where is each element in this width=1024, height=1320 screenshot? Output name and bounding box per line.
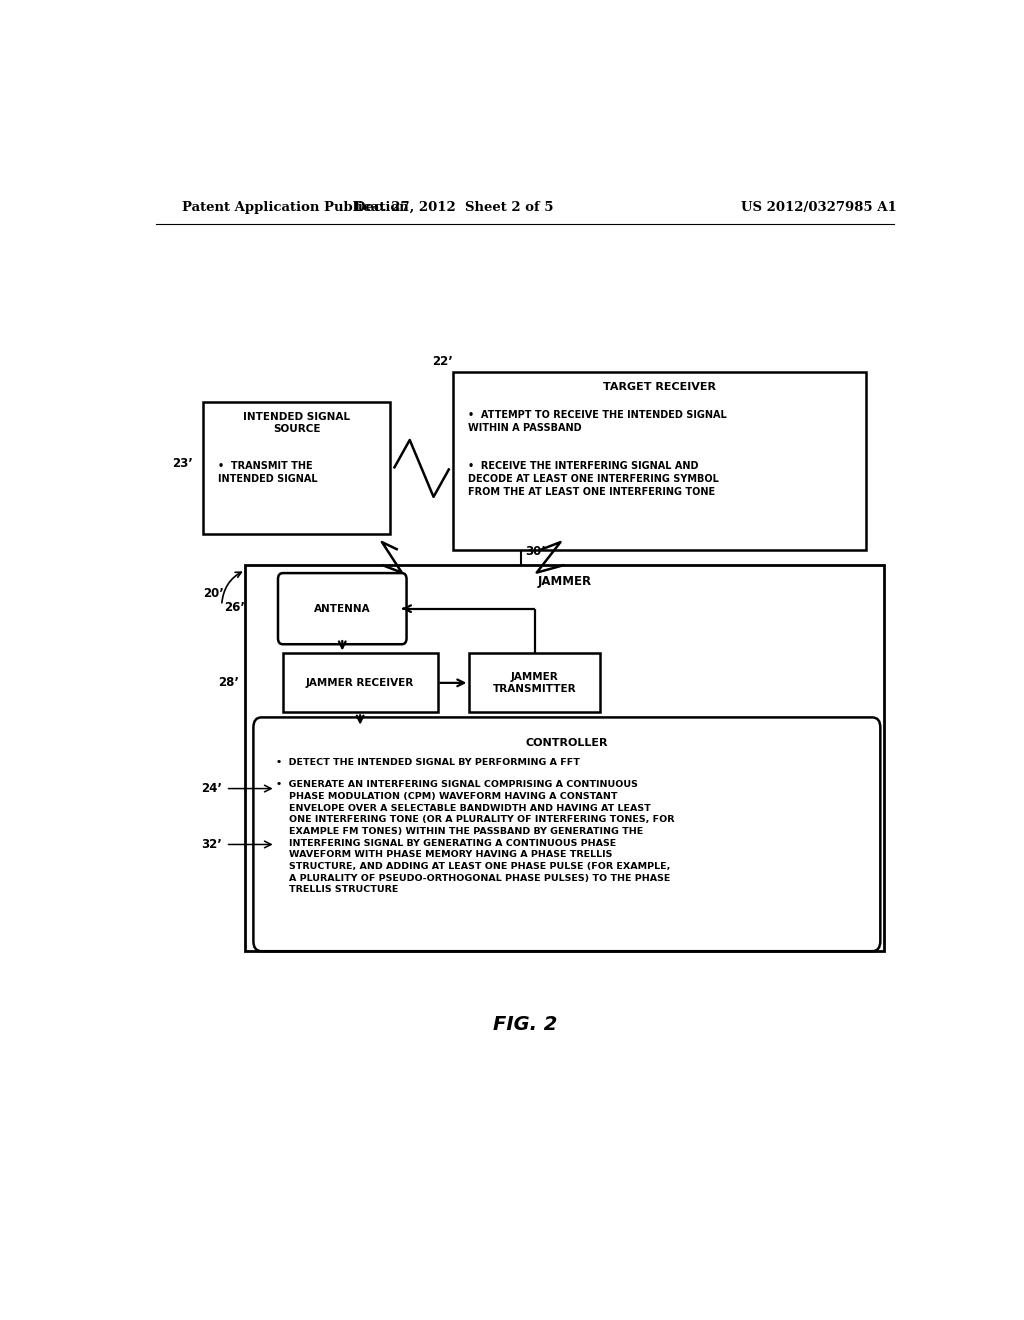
Text: 20’: 20’: [204, 587, 224, 599]
Text: •  GENERATE AN INTERFERING SIGNAL COMPRISING A CONTINUOUS
    PHASE MODULATION (: • GENERATE AN INTERFERING SIGNAL COMPRIS…: [275, 780, 674, 895]
Bar: [204, 403, 390, 535]
Text: 30’: 30’: [524, 545, 546, 558]
Text: 23’: 23’: [172, 457, 194, 470]
Text: Dec. 27, 2012  Sheet 2 of 5: Dec. 27, 2012 Sheet 2 of 5: [353, 201, 553, 214]
Text: INTENDED SIGNAL
SOURCE: INTENDED SIGNAL SOURCE: [243, 412, 350, 434]
Text: •  TRANSMIT THE
INTENDED SIGNAL: • TRANSMIT THE INTENDED SIGNAL: [218, 461, 317, 484]
Text: •  RECEIVE THE INTERFERING SIGNAL AND
DECODE AT LEAST ONE INTERFERING SYMBOL
FRO: • RECEIVE THE INTERFERING SIGNAL AND DEC…: [468, 461, 719, 496]
Text: 24’: 24’: [201, 781, 221, 795]
Text: US 2012/0327985 A1: US 2012/0327985 A1: [740, 201, 896, 214]
Text: 28’: 28’: [218, 676, 240, 689]
Text: TARGET RECEIVER: TARGET RECEIVER: [603, 381, 716, 392]
Bar: [283, 653, 437, 713]
Bar: [246, 565, 885, 952]
Text: •  ATTEMPT TO RECEIVE THE INTENDED SIGNAL
WITHIN A PASSBAND: • ATTEMPT TO RECEIVE THE INTENDED SIGNAL…: [468, 411, 726, 433]
Text: FIG. 2: FIG. 2: [493, 1015, 557, 1034]
Bar: [469, 653, 600, 713]
Text: •  DETECT THE INTENDED SIGNAL BY PERFORMING A FFT: • DETECT THE INTENDED SIGNAL BY PERFORMI…: [275, 758, 580, 767]
FancyBboxPatch shape: [278, 573, 407, 644]
Text: 22’: 22’: [432, 355, 454, 368]
Text: 32’: 32’: [201, 838, 221, 851]
Text: ANTENNA: ANTENNA: [314, 603, 371, 614]
Text: 26’: 26’: [224, 601, 246, 614]
Text: JAMMER RECEIVER: JAMMER RECEIVER: [306, 678, 415, 688]
Text: CONTROLLER: CONTROLLER: [525, 738, 608, 747]
FancyBboxPatch shape: [253, 718, 881, 952]
Text: JAMMER
TRANSMITTER: JAMMER TRANSMITTER: [493, 672, 577, 694]
Text: Patent Application Publication: Patent Application Publication: [182, 201, 409, 214]
Text: JAMMER: JAMMER: [538, 576, 592, 589]
Bar: [454, 372, 866, 549]
